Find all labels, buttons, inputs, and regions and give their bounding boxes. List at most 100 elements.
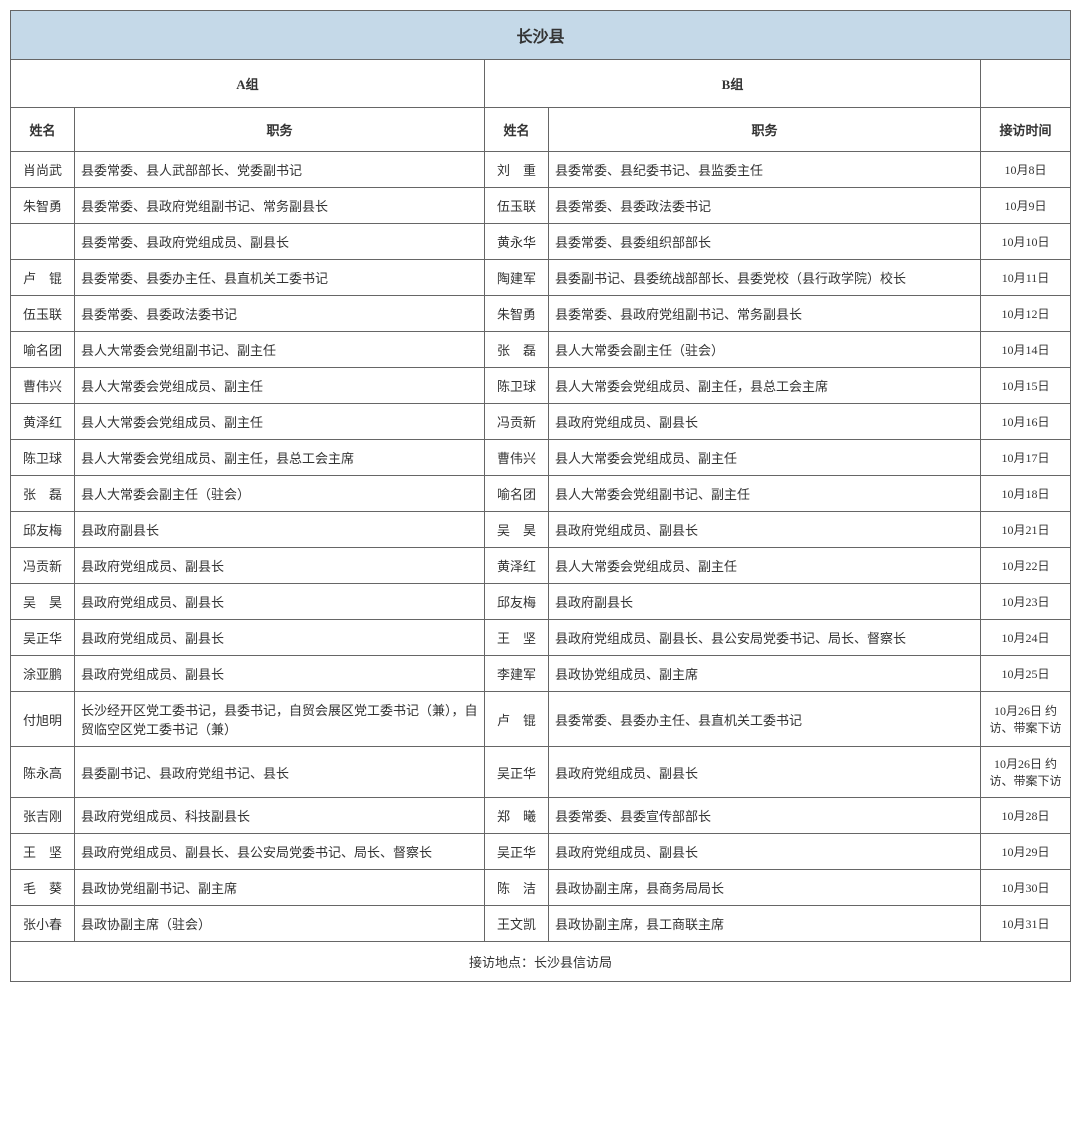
name-a-cell: 肖尚武 [11,152,75,188]
col-position-b: 职务 [549,108,981,152]
position-a-cell: 县人大常委会党组成员、副主任 [75,368,485,404]
position-a-cell: 县人大常委会党组成员、副主任 [75,404,485,440]
position-a-cell: 县人大常委会党组副书记、副主任 [75,332,485,368]
name-b-cell: 朱智勇 [485,296,549,332]
name-b-cell: 卢 锟 [485,692,549,747]
name-b-cell: 吴 昊 [485,512,549,548]
date-cell: 10月9日 [981,188,1071,224]
position-b-cell: 县委常委、县委办主任、县直机关工委书记 [549,692,981,747]
position-a-cell: 县委常委、县委办主任、县直机关工委书记 [75,260,485,296]
position-a-cell: 县政协副主席（驻会） [75,906,485,942]
name-b-cell: 陶建军 [485,260,549,296]
table-row: 吴 昊县政府党组成员、副县长邱友梅县政府副县长10月23日 [11,584,1071,620]
name-b-cell: 黄永华 [485,224,549,260]
table-row: 县委常委、县政府党组成员、副县长黄永华县委常委、县委组织部部长10月10日 [11,224,1071,260]
position-a-cell: 县政协党组副书记、副主席 [75,870,485,906]
name-a-cell: 曹伟兴 [11,368,75,404]
position-a-cell: 县政府副县长 [75,512,485,548]
name-a-cell: 朱智勇 [11,188,75,224]
position-b-cell: 县委常委、县委宣传部部长 [549,798,981,834]
col-name-a: 姓名 [11,108,75,152]
position-b-cell: 县政府党组成员、副县长 [549,512,981,548]
date-cell: 10月24日 [981,620,1071,656]
name-b-cell: 喻名团 [485,476,549,512]
position-b-cell: 县政协副主席，县工商联主席 [549,906,981,942]
table-row: 毛 葵县政协党组副书记、副主席陈 洁县政协副主席，县商务局局长10月30日 [11,870,1071,906]
date-cell: 10月26日 约访、带案下访 [981,747,1071,798]
date-cell: 10月8日 [981,152,1071,188]
position-b-cell: 县人大常委会党组成员、副主任，县总工会主席 [549,368,981,404]
name-b-cell: 伍玉联 [485,188,549,224]
name-a-cell: 伍玉联 [11,296,75,332]
position-a-cell: 县人大常委会党组成员、副主任，县总工会主席 [75,440,485,476]
date-cell: 10月31日 [981,906,1071,942]
title-row: 长沙县 [11,11,1071,60]
name-b-cell: 刘 重 [485,152,549,188]
table-row: 邱友梅县政府副县长吴 昊县政府党组成员、副县长10月21日 [11,512,1071,548]
date-cell: 10月15日 [981,368,1071,404]
name-a-cell: 张 磊 [11,476,75,512]
name-a-cell: 吴 昊 [11,584,75,620]
position-b-cell: 县人大常委会党组成员、副主任 [549,440,981,476]
date-cell: 10月25日 [981,656,1071,692]
name-a-cell: 卢 锟 [11,260,75,296]
name-a-cell: 付旭明 [11,692,75,747]
table-row: 黄泽红县人大常委会党组成员、副主任冯贡新县政府党组成员、副县长10月16日 [11,404,1071,440]
position-a-cell: 长沙经开区党工委书记，县委书记，自贸会展区党工委书记（兼），自贸临空区党工委书记… [75,692,485,747]
position-b-cell: 县委副书记、县委统战部部长、县委党校（县行政学院）校长 [549,260,981,296]
col-position-a: 职务 [75,108,485,152]
col-name-b: 姓名 [485,108,549,152]
name-a-cell: 涂亚鹏 [11,656,75,692]
position-b-cell: 县人大常委会党组副书记、副主任 [549,476,981,512]
date-cell: 10月10日 [981,224,1071,260]
table-row: 付旭明长沙经开区党工委书记，县委书记，自贸会展区党工委书记（兼），自贸临空区党工… [11,692,1071,747]
footer-text: 接访地点：长沙县信访局 [11,942,1071,982]
position-b-cell: 县政府党组成员、副县长 [549,404,981,440]
date-cell: 10月28日 [981,798,1071,834]
table-row: 冯贡新县政府党组成员、副县长黄泽红县人大常委会党组成员、副主任10月22日 [11,548,1071,584]
table-row: 张吉刚县政府党组成员、科技副县长郑 曦县委常委、县委宣传部部长10月28日 [11,798,1071,834]
name-a-cell [11,224,75,260]
date-cell: 10月26日 约访、带案下访 [981,692,1071,747]
position-a-cell: 县委常委、县委政法委书记 [75,296,485,332]
date-cell: 10月17日 [981,440,1071,476]
position-b-cell: 县政协副主席，县商务局局长 [549,870,981,906]
date-cell: 10月12日 [981,296,1071,332]
position-b-cell: 县政府党组成员、副县长 [549,834,981,870]
name-b-cell: 陈卫球 [485,368,549,404]
position-a-cell: 县委常委、县政府党组成员、副县长 [75,224,485,260]
table-row: 喻名团县人大常委会党组副书记、副主任张 磊县人大常委会副主任（驻会）10月14日 [11,332,1071,368]
position-a-cell: 县政府党组成员、副县长 [75,548,485,584]
name-b-cell: 吴正华 [485,834,549,870]
name-b-cell: 曹伟兴 [485,440,549,476]
date-cell: 10月18日 [981,476,1071,512]
name-a-cell: 王 坚 [11,834,75,870]
position-b-cell: 县人大常委会党组成员、副主任 [549,548,981,584]
date-cell: 10月23日 [981,584,1071,620]
date-cell: 10月30日 [981,870,1071,906]
column-header-row: 姓名 职务 姓名 职务 接访时间 [11,108,1071,152]
position-b-cell: 县政协党组成员、副主席 [549,656,981,692]
position-b-cell: 县政府党组成员、副县长 [549,747,981,798]
position-b-cell: 县政府副县长 [549,584,981,620]
group-b-header: B组 [485,60,981,108]
position-b-cell: 县人大常委会副主任（驻会） [549,332,981,368]
name-b-cell: 张 磊 [485,332,549,368]
table-row: 曹伟兴县人大常委会党组成员、副主任陈卫球县人大常委会党组成员、副主任，县总工会主… [11,368,1071,404]
position-a-cell: 县委常委、县政府党组副书记、常务副县长 [75,188,485,224]
table-row: 王 坚县政府党组成员、副县长、县公安局党委书记、局长、督察长吴正华县政府党组成员… [11,834,1071,870]
date-cell: 10月16日 [981,404,1071,440]
name-a-cell: 张小春 [11,906,75,942]
table-row: 卢 锟县委常委、县委办主任、县直机关工委书记陶建军县委副书记、县委统战部部长、县… [11,260,1071,296]
position-b-cell: 县委常委、县政府党组副书记、常务副县长 [549,296,981,332]
table-row: 陈卫球县人大常委会党组成员、副主任，县总工会主席曹伟兴县人大常委会党组成员、副主… [11,440,1071,476]
name-b-cell: 王文凯 [485,906,549,942]
footer-row: 接访地点：长沙县信访局 [11,942,1071,982]
date-cell: 10月21日 [981,512,1071,548]
empty-header [981,60,1071,108]
name-a-cell: 陈永高 [11,747,75,798]
table-row: 涂亚鹏县政府党组成员、副县长李建军县政协党组成员、副主席10月25日 [11,656,1071,692]
position-a-cell: 县政府党组成员、副县长 [75,584,485,620]
name-a-cell: 毛 葵 [11,870,75,906]
position-b-cell: 县委常委、县委政法委书记 [549,188,981,224]
